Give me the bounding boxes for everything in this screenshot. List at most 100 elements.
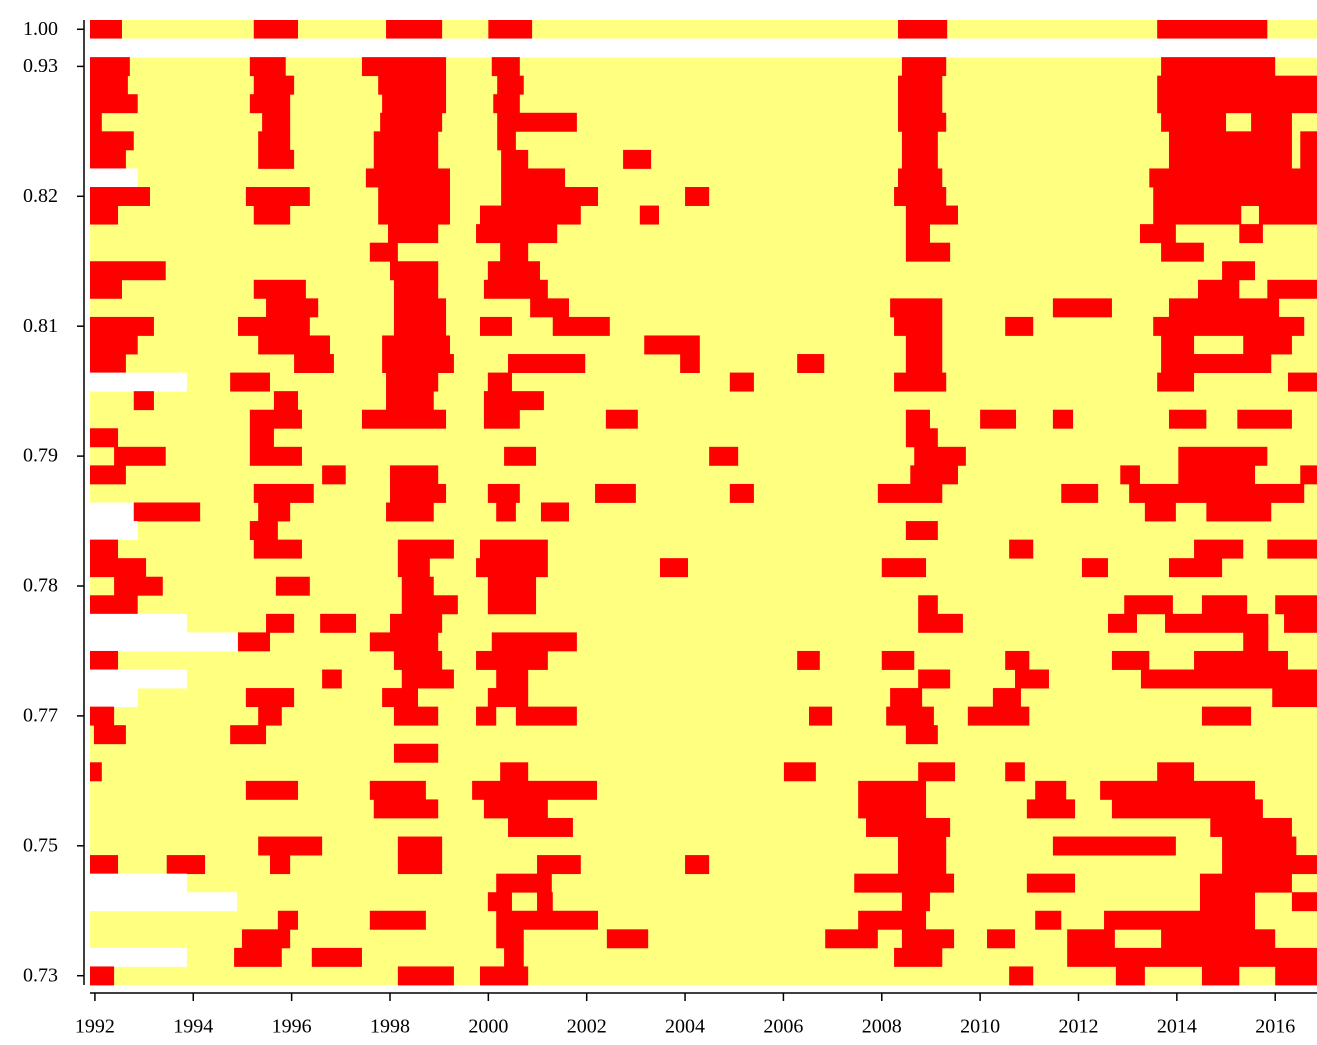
red-cell [1100,780,1256,800]
red-cell [1194,539,1244,559]
red-cell [1243,335,1292,355]
red-cell [1199,892,1256,912]
red-cell [382,94,447,114]
red-cell [393,279,439,299]
red-cell [905,242,951,262]
y-tick-label: 0.82 [23,185,58,207]
red-cell [487,261,540,281]
red-cell [858,799,927,819]
red-cell [894,372,947,392]
red-cell [245,187,310,206]
red-cell [361,57,447,77]
red-cell [373,131,439,151]
red-cell [905,354,943,373]
x-tick-label: 1998 [370,1016,410,1038]
red-cell [245,780,299,800]
red-cell [386,502,434,522]
red-cell [487,372,512,392]
red-cell [606,929,649,949]
red-cell [389,483,447,503]
red-cell [1222,855,1317,875]
missing-cell [90,38,1317,58]
red-cell [1222,836,1297,856]
red-cell [1243,632,1269,652]
red-cell [1026,873,1076,893]
y-tick-label: 0.93 [23,55,58,77]
missing-cell [90,873,187,893]
red-cell [258,836,323,856]
red-cell [1111,799,1263,819]
missing-cell [90,892,238,912]
red-cell [496,929,524,949]
red-cell [133,502,201,522]
red-cell [1129,483,1305,503]
red-cell [980,409,1017,429]
red-cell [1300,465,1317,485]
red-cell [1168,558,1223,578]
red-cell [90,20,122,39]
red-cell [90,465,126,485]
red-cell [90,428,119,448]
red-cell [1161,335,1195,355]
red-cell [1005,316,1034,336]
red-cell [1178,465,1256,485]
red-cell [1275,595,1317,615]
red-cell [497,75,524,95]
red-cell [90,187,150,206]
missing-cell [90,502,134,522]
red-cell [1178,446,1268,466]
red-cell [504,446,537,466]
red-cell [918,613,963,633]
red-cell [898,836,947,856]
x-tick-label: 2010 [960,1016,1000,1038]
red-cell [901,57,947,77]
red-cell [905,409,930,429]
red-cell [90,354,126,373]
red-cell [500,242,529,262]
red-cell [401,576,434,596]
red-cell [537,855,581,875]
red-cell [266,298,319,318]
red-cell [230,372,270,392]
red-cell [386,391,434,411]
red-cell [496,873,552,893]
red-cell [1081,558,1108,578]
red-cell [269,855,291,875]
red-cell [501,168,566,188]
red-cell [1157,762,1195,782]
red-cell [373,799,439,819]
red-cell [1237,409,1292,429]
red-cell [253,75,295,95]
red-cell [491,57,520,77]
red-cell [253,539,302,559]
red-cell [397,539,454,559]
red-cell [373,149,439,169]
red-cell [898,112,947,132]
red-cell [1157,372,1195,392]
red-cell [361,409,447,429]
red-cell [90,706,115,726]
red-cell [166,855,206,875]
red-cell [249,521,278,541]
red-cell [1149,168,1317,188]
red-cell [249,57,286,77]
red-cell [1258,205,1317,225]
y-tick-label: 0.81 [23,315,58,337]
red-cell [1104,910,1256,930]
red-cell [496,502,516,522]
red-cell [1153,316,1305,336]
red-cell [393,650,443,670]
x-tick-label: 2012 [1058,1016,1098,1038]
x-tick-label: 2006 [763,1016,803,1038]
red-cell [905,428,938,448]
red-cell [894,947,943,967]
red-cell [1291,892,1317,912]
red-cell [258,131,291,151]
missing-cell [90,168,138,188]
red-cell [389,261,439,281]
red-cell [918,762,956,782]
red-cell [258,335,330,355]
x-tick-label: 2008 [862,1016,902,1038]
red-cell [1267,539,1317,559]
red-cell [1005,762,1025,782]
